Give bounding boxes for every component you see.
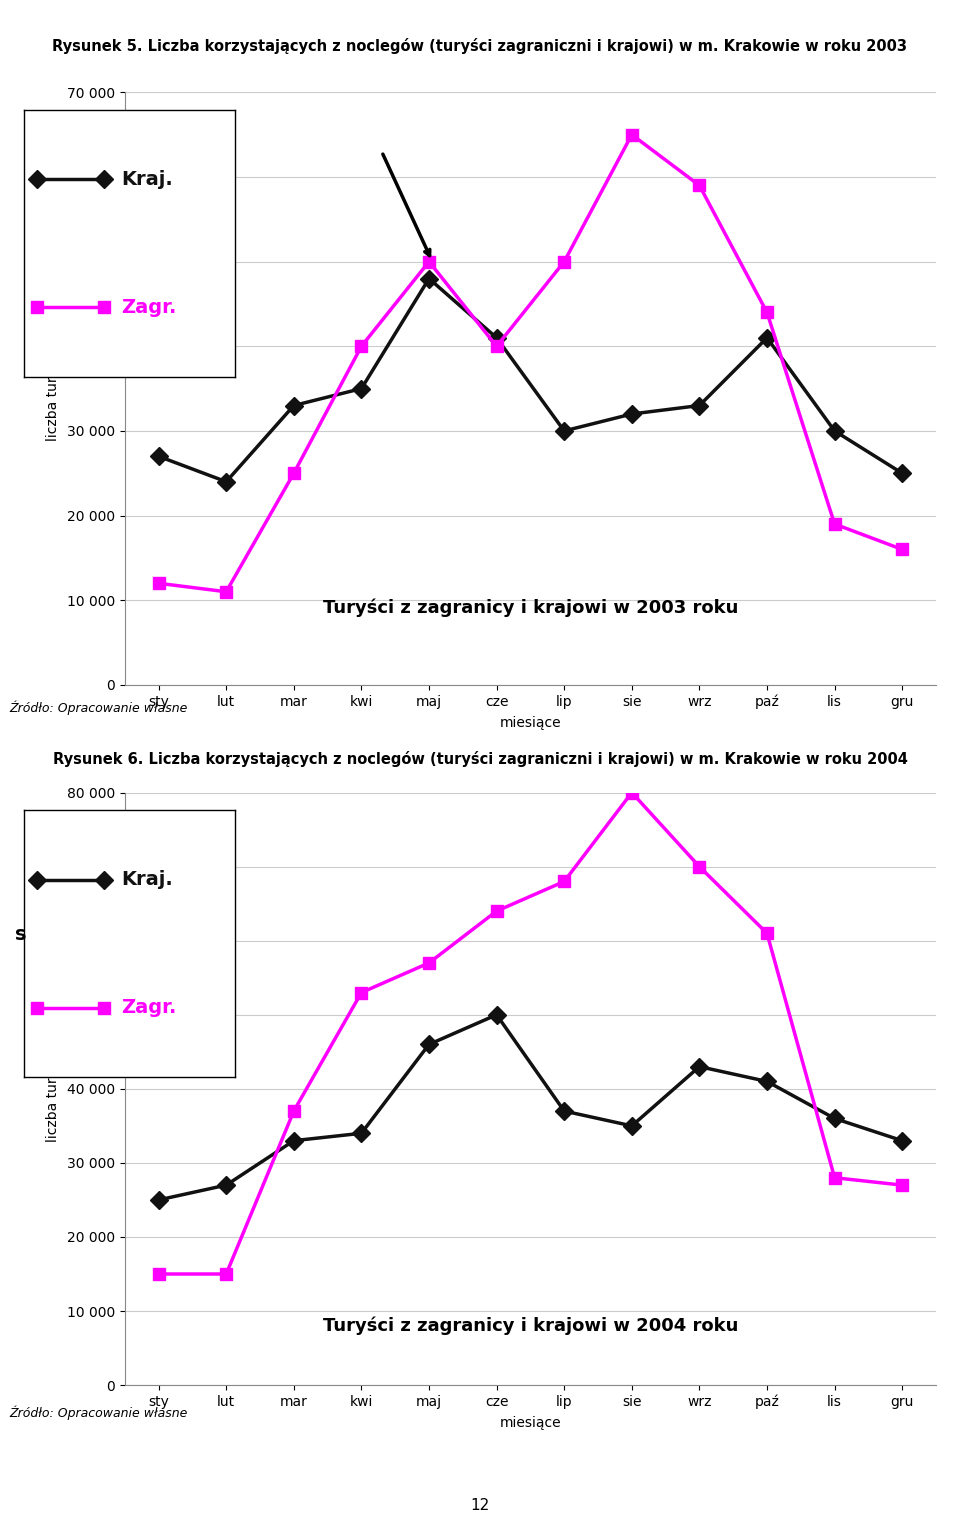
X-axis label: miesiące: miesiące — [499, 716, 562, 729]
Text: s: s — [15, 925, 27, 945]
Y-axis label: liczba turystów: liczba turystów — [45, 1036, 60, 1142]
Text: Rysunek 6. Liczba korzystających z noclegów (turyści zagraniczni i krajowi) w m.: Rysunek 6. Liczba korzystających z nocle… — [53, 751, 907, 766]
X-axis label: miesiące: miesiące — [499, 1416, 562, 1430]
Text: Źródło: Opracowanie własne: Źródło: Opracowanie własne — [10, 1405, 188, 1420]
Text: Rysunek 5. Liczba korzystających z noclegów (turyści zagraniczni i krajowi) w m.: Rysunek 5. Liczba korzystających z nocle… — [53, 38, 907, 54]
Text: Kraj.: Kraj. — [121, 169, 173, 189]
Text: Turyści z zagranicy i krajowi w 2004 roku: Turyści z zagranicy i krajowi w 2004 rok… — [323, 1316, 738, 1336]
Text: Kraj.: Kraj. — [121, 870, 173, 890]
Y-axis label: liczba turystów: liczba turystów — [45, 336, 60, 442]
Text: 12: 12 — [470, 1497, 490, 1513]
Text: Źródło: Opracowanie własne: Źródło: Opracowanie własne — [10, 700, 188, 716]
Text: Zagr.: Zagr. — [121, 999, 177, 1017]
Text: Turyści z zagranicy i krajowi w 2003 roku: Turyści z zagranicy i krajowi w 2003 rok… — [323, 599, 738, 617]
Text: Zagr.: Zagr. — [121, 299, 177, 317]
